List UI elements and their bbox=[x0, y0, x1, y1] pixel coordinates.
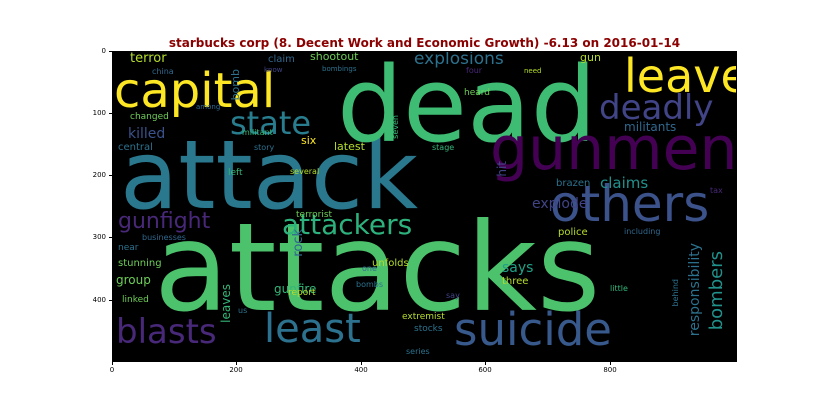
word-near: near bbox=[118, 243, 139, 253]
word-militant: militant bbox=[242, 128, 273, 137]
y-tickmark bbox=[109, 300, 112, 301]
word-state: state bbox=[230, 104, 312, 142]
word-stage: stage bbox=[432, 143, 455, 152]
y-tickmark bbox=[109, 237, 112, 238]
word-deadly: deadly bbox=[599, 88, 714, 128]
y-tick-300: 300 bbox=[92, 233, 106, 241]
x-tick-200: 200 bbox=[229, 366, 243, 374]
word-several: several bbox=[290, 167, 320, 176]
word-central: central bbox=[118, 142, 153, 153]
word-gun: gun bbox=[580, 51, 601, 64]
word-unfolds: unfolds bbox=[372, 258, 409, 269]
y-tick-200: 200 bbox=[92, 171, 106, 179]
word-responsibility: responsibility bbox=[687, 243, 703, 337]
word-bombs: bombs bbox=[356, 280, 384, 289]
word-us: us bbox=[238, 306, 248, 315]
x-tickmark bbox=[236, 362, 237, 365]
word-extremist: extremist bbox=[402, 312, 445, 322]
word-brazen: brazen bbox=[556, 178, 591, 189]
word-including: including bbox=[624, 227, 661, 236]
x-tickmark bbox=[361, 362, 362, 365]
word-attacks: attacks bbox=[154, 197, 601, 339]
word-group: group bbox=[116, 273, 151, 287]
word-blasts: blasts bbox=[116, 312, 217, 352]
word-behind: behind bbox=[671, 279, 680, 307]
y-tickmark bbox=[109, 51, 112, 52]
word-explosions: explosions bbox=[414, 51, 504, 69]
word-heard: heard bbox=[464, 88, 491, 98]
word-china: china bbox=[152, 67, 174, 76]
word-others: others bbox=[550, 175, 710, 233]
word-suicide: suicide bbox=[454, 303, 612, 356]
word-leaves: leaves bbox=[219, 284, 233, 323]
word-four: four bbox=[466, 66, 483, 75]
word-tax: tax bbox=[710, 186, 723, 195]
word-gunfire: gunfire bbox=[274, 282, 317, 296]
word-leave: leave bbox=[624, 51, 737, 103]
word-attack: attack bbox=[120, 121, 419, 231]
x-tick-800: 800 bbox=[603, 366, 617, 374]
word-claim: claim bbox=[268, 54, 295, 65]
word-killed: killed bbox=[128, 126, 166, 142]
word-left: left bbox=[228, 168, 243, 178]
word-least: least bbox=[264, 306, 361, 352]
word-bombings: bombings bbox=[322, 65, 357, 73]
y-tick-100: 100 bbox=[92, 109, 106, 117]
word-dead: dead bbox=[337, 51, 597, 166]
word-among: among bbox=[196, 103, 221, 111]
y-tick-0: 0 bbox=[101, 47, 106, 55]
word-seven: seven bbox=[391, 115, 400, 139]
word-rock: rock bbox=[291, 229, 306, 257]
word-cloud: attacks attack dead capital gunmen leave… bbox=[112, 51, 737, 362]
word-hit: hit bbox=[495, 161, 509, 177]
x-tick-400: 400 bbox=[354, 366, 368, 374]
word-little: little bbox=[610, 284, 628, 293]
chart-title: starbucks corp (8. Decent Work and Econo… bbox=[168, 36, 681, 50]
word-claims: claims bbox=[600, 174, 649, 192]
word-story: story bbox=[254, 143, 275, 152]
word-shootout: shootout bbox=[310, 51, 359, 63]
word-say: say bbox=[446, 291, 460, 300]
word-businesses: businesses bbox=[142, 233, 186, 242]
word-says: says bbox=[502, 260, 534, 276]
word-militants: militants bbox=[624, 120, 677, 134]
word-gunmen: gunmen bbox=[490, 114, 737, 184]
word-stunning: stunning bbox=[118, 258, 162, 269]
word-capital: capital bbox=[114, 63, 276, 119]
word-six: six bbox=[301, 134, 317, 147]
x-tickmark bbox=[610, 362, 611, 365]
word-stocks: stocks bbox=[414, 324, 443, 334]
x-tick-600: 600 bbox=[478, 366, 492, 374]
y-tickmark bbox=[109, 113, 112, 114]
y-tick-400: 400 bbox=[92, 296, 106, 304]
word-linked: linked bbox=[122, 295, 149, 305]
word-need: need bbox=[524, 67, 542, 75]
word-terrorist: terrorist bbox=[296, 210, 333, 220]
word-terror: terror bbox=[130, 51, 167, 66]
x-tickmark bbox=[485, 362, 486, 365]
word-one: one bbox=[362, 264, 377, 273]
word-bombers: bombers bbox=[706, 251, 727, 331]
word-changed: changed bbox=[130, 112, 169, 122]
word-gunfight: gunfight bbox=[118, 209, 211, 234]
word-know: know bbox=[264, 66, 283, 74]
word-series: series bbox=[406, 347, 430, 356]
y-tickmark bbox=[109, 175, 112, 176]
word-three: three bbox=[502, 276, 529, 287]
word-explode: explode bbox=[532, 196, 588, 212]
word-report: report bbox=[288, 288, 316, 298]
x-tick-0: 0 bbox=[109, 366, 115, 374]
word-bomb: bomb bbox=[229, 69, 242, 101]
word-police: police bbox=[558, 227, 588, 238]
word-attackers: attackers bbox=[282, 208, 413, 241]
word-latest: latest bbox=[334, 140, 365, 153]
x-tickmark bbox=[112, 362, 113, 365]
